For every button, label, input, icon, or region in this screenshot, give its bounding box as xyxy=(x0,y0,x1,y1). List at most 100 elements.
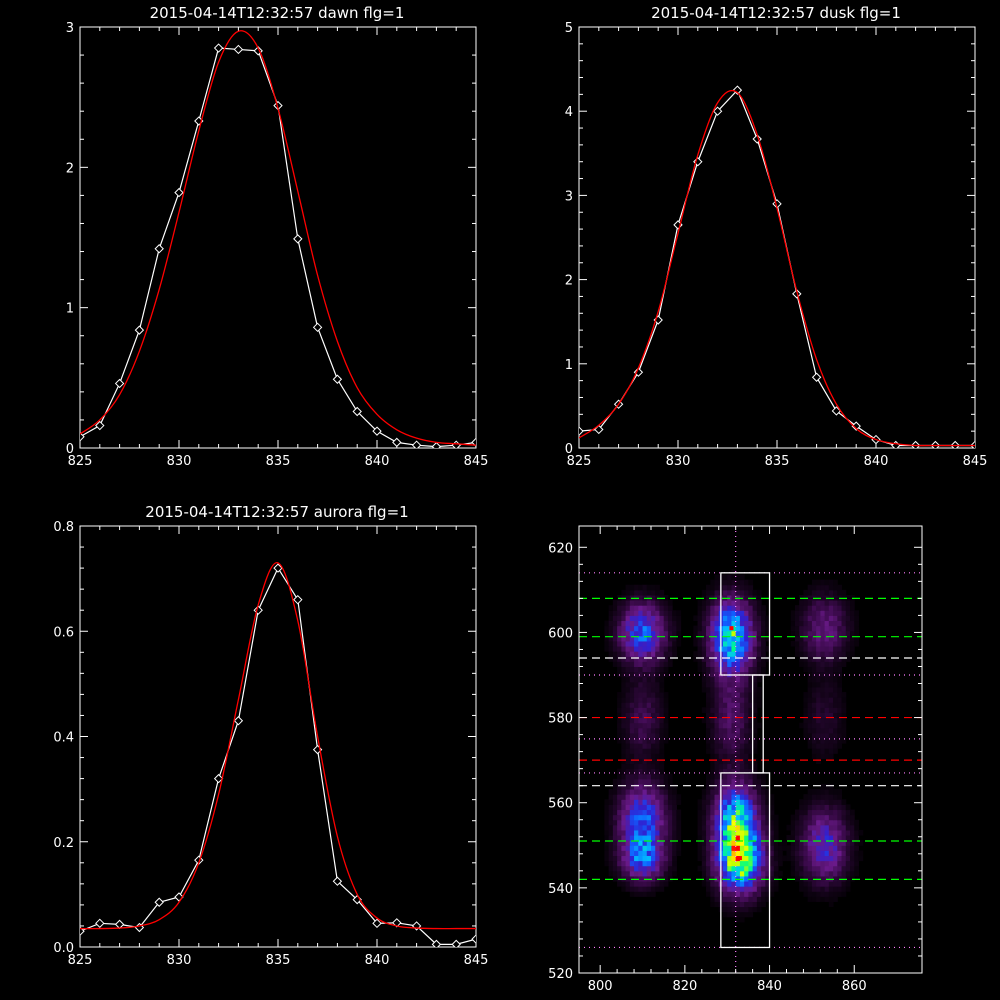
data-point xyxy=(471,934,476,944)
heatmap-cell xyxy=(706,615,711,622)
heatmap-cell xyxy=(756,773,762,780)
heatmap-cell xyxy=(837,804,843,811)
heatmap-cell xyxy=(765,891,771,897)
heatmap-cell xyxy=(646,850,652,857)
heatmap-cell xyxy=(744,753,749,759)
x-tick-label: 845 xyxy=(963,454,988,469)
heatmap-cell xyxy=(748,870,754,877)
heatmap-cell xyxy=(744,651,749,657)
heatmap-cell xyxy=(833,692,838,698)
heatmap-cell xyxy=(841,881,847,887)
heatmap-cell xyxy=(646,717,652,724)
heatmap-cell xyxy=(756,855,762,862)
heatmap-cell xyxy=(820,738,826,744)
heatmap-cell xyxy=(612,845,618,851)
heatmap-cell xyxy=(820,697,826,703)
heatmap-cell xyxy=(710,886,716,892)
heatmap-cell xyxy=(841,840,847,846)
heatmap-cell xyxy=(735,870,741,877)
heatmap-cell xyxy=(608,814,614,821)
heatmap-cell xyxy=(824,692,830,698)
heatmap-cell xyxy=(748,778,754,785)
heatmap-cell xyxy=(629,758,635,765)
heatmap-cell xyxy=(676,835,682,841)
heatmap-cell xyxy=(722,661,728,667)
heatmap-cell xyxy=(638,743,644,749)
heatmap-cell xyxy=(663,865,669,872)
heatmap-cell xyxy=(714,850,720,857)
heatmap-cell xyxy=(638,748,644,754)
heatmap-cell xyxy=(824,630,830,637)
heatmap-cell xyxy=(845,865,851,872)
heatmap-cell xyxy=(824,579,830,586)
heatmap-cell xyxy=(769,860,775,867)
heatmap-cell xyxy=(799,630,804,637)
heatmap-cell xyxy=(748,635,754,642)
x-tick-label: 825 xyxy=(68,454,93,469)
heatmap-cell xyxy=(748,666,754,673)
heatmap-cell xyxy=(833,865,838,872)
heatmap-cell xyxy=(816,753,821,759)
heatmap-cell xyxy=(629,635,635,642)
heatmap-cell xyxy=(727,819,732,826)
heatmap-cell xyxy=(744,789,749,795)
heatmap-cell xyxy=(604,635,610,642)
heatmap-cell xyxy=(854,610,859,616)
heatmap-cell xyxy=(663,824,669,831)
heatmap-cell xyxy=(765,656,771,662)
heatmap-cell xyxy=(799,845,804,851)
heatmap-cell xyxy=(807,722,813,729)
heatmap-cell xyxy=(697,824,703,831)
heatmap-cell xyxy=(608,656,614,662)
heatmap-cell xyxy=(650,589,656,596)
heatmap-cell xyxy=(710,615,716,622)
heatmap-cell xyxy=(816,794,821,800)
heatmap-cell xyxy=(659,620,665,627)
heatmap-cell xyxy=(629,707,635,713)
heatmap-cell xyxy=(638,594,644,601)
heatmap-cell xyxy=(710,773,716,780)
heatmap-cell xyxy=(714,799,720,805)
data-point xyxy=(633,367,644,377)
heatmap-cell xyxy=(714,855,720,862)
heatmap-cell xyxy=(629,763,635,770)
heatmap-cell xyxy=(722,835,728,841)
heatmap-cell xyxy=(756,875,762,882)
heatmap-cell xyxy=(803,875,809,882)
heatmap-cell xyxy=(697,845,703,851)
heatmap-cell xyxy=(841,727,847,734)
heatmap-cell xyxy=(642,809,648,816)
heatmap-cell xyxy=(761,656,766,662)
heatmap-cell xyxy=(650,824,656,831)
heatmap-cell xyxy=(612,824,618,831)
heatmap-cell xyxy=(621,886,627,892)
heatmap-cell xyxy=(841,702,847,708)
heatmap-cell xyxy=(710,901,716,908)
heatmap-cell xyxy=(811,594,817,601)
heatmap-cell xyxy=(625,671,631,678)
heatmap-cell xyxy=(761,829,766,836)
heatmap-cell xyxy=(744,605,749,611)
heatmap-cell xyxy=(744,865,749,872)
heatmap-cell xyxy=(625,732,631,739)
heatmap-cell xyxy=(765,635,771,642)
heatmap-cell xyxy=(828,748,834,754)
heatmap-cell xyxy=(752,656,758,662)
heatmap-cell xyxy=(739,615,745,622)
heatmap-cell xyxy=(790,625,796,632)
heatmap-cell xyxy=(604,625,610,632)
heatmap-cell xyxy=(731,589,737,596)
heatmap-cell xyxy=(655,855,660,862)
heatmap-cell xyxy=(650,625,656,632)
heatmap-cell xyxy=(731,840,737,846)
heatmap-cell xyxy=(625,789,631,795)
data-point xyxy=(392,437,402,448)
heatmap-cell xyxy=(828,717,834,724)
heatmap-cell xyxy=(727,860,732,867)
heatmap-cell xyxy=(739,901,745,908)
heatmap-cell xyxy=(629,594,635,601)
heatmap-cell xyxy=(807,845,813,851)
heatmap-cell xyxy=(820,727,826,734)
heatmap-cell xyxy=(646,671,652,678)
heatmap-cell xyxy=(820,732,826,739)
